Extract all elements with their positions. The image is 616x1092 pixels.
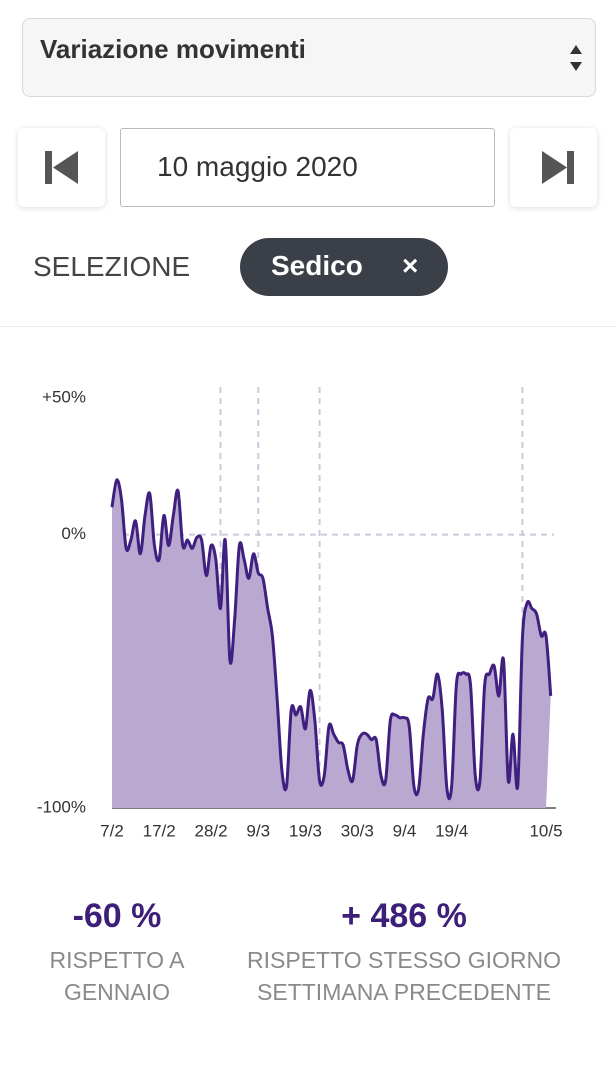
dropdown-label: Variazione movimenti — [40, 34, 306, 64]
y-tick-label: -100% — [37, 797, 86, 816]
date-text: 10 maggio 2020 — [157, 151, 358, 182]
chart: +50% 0% -100% 7/2 17/2 28/2 9/3 19/3 30/3 9/4 19/4… — [37, 387, 563, 840]
date-input[interactable] — [120, 128, 495, 207]
divider — [0, 326, 616, 327]
next-button[interactable] — [510, 128, 597, 207]
chip-text: Sedico — [271, 250, 363, 281]
chip-remove[interactable]: × — [402, 250, 419, 281]
x-tick-label: 7/2 — [100, 821, 124, 840]
x-tick-label: 17/2 — [143, 821, 176, 840]
stat-label: RISPETTO STESSO GIORNO SETTIMANA PRECEDE… — [247, 947, 561, 1005]
prev-button[interactable] — [18, 128, 105, 207]
y-tick-label: +50% — [42, 387, 86, 406]
prev-icon — [45, 151, 78, 184]
stat-value: -60 % — [72, 897, 162, 935]
x-tick-label: 30/3 — [341, 821, 374, 840]
x-tick-label: 9/4 — [393, 821, 417, 840]
x-tick-label: 9/3 — [246, 821, 270, 840]
x-tick-label: 28/2 — [195, 821, 228, 840]
stat-value: + 486 % — [341, 897, 467, 935]
area — [112, 479, 551, 808]
x-tick-label: 19/4 — [435, 821, 468, 840]
x-tick-label: 10/5 — [529, 821, 562, 840]
line — [110, 478, 553, 801]
stat-label: RISPETTO A GENNAIO — [49, 947, 185, 1005]
next-icon — [542, 151, 574, 184]
x-tick-label: 19/3 — [289, 821, 322, 840]
y-tick-label: 0% — [61, 524, 86, 543]
selection-chip[interactable] — [240, 238, 448, 296]
dropdown-arrows — [570, 45, 582, 71]
dropdown[interactable] — [22, 18, 596, 97]
selection-label: SELEZIONE — [33, 251, 191, 282]
